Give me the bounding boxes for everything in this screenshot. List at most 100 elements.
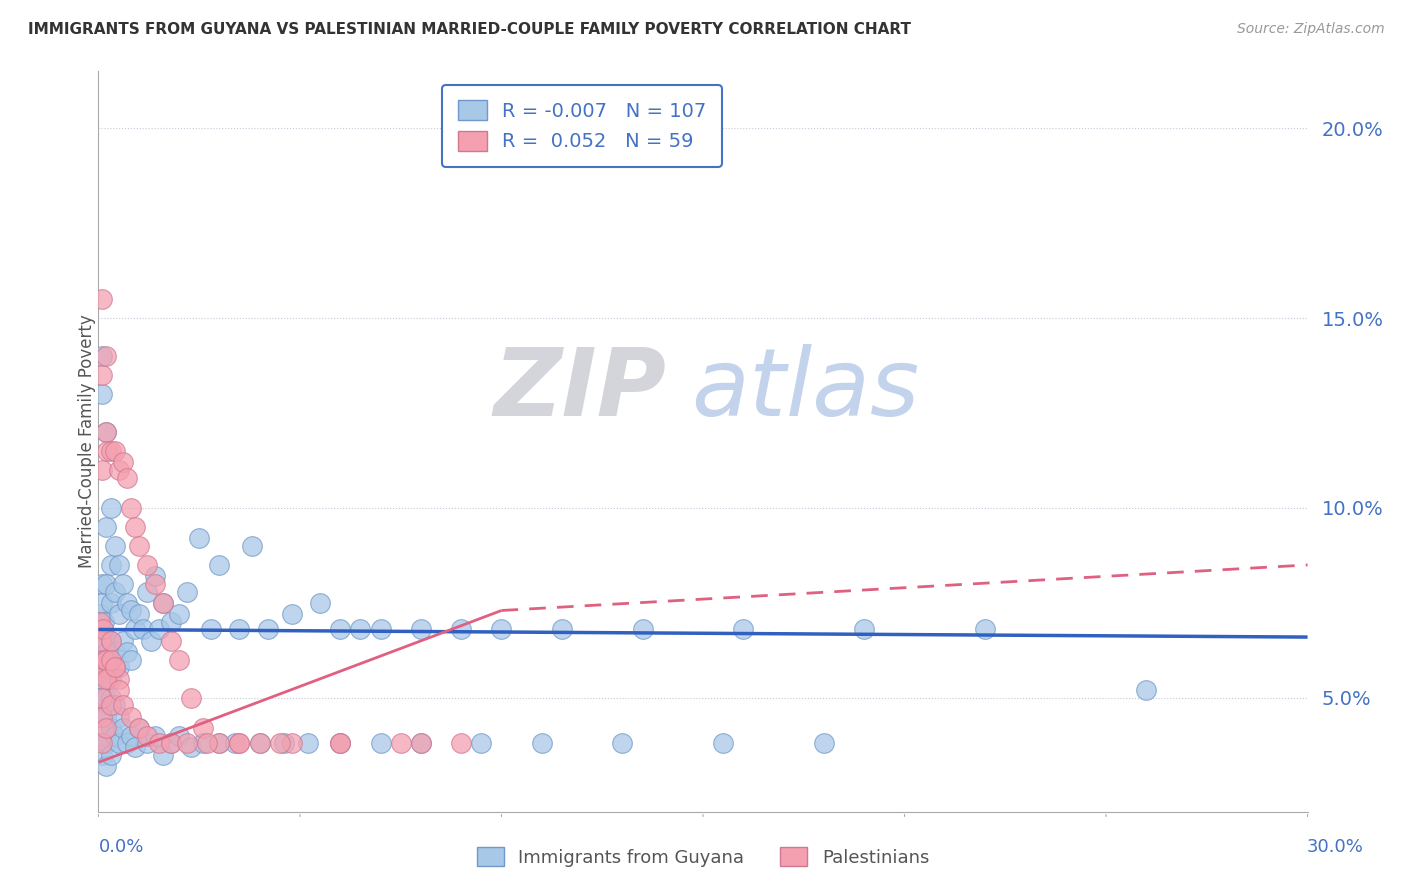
Point bbox=[120, 653, 142, 667]
Point bbox=[96, 577, 118, 591]
Text: ZIP: ZIP bbox=[494, 343, 666, 435]
Point bbox=[91, 690, 114, 705]
Point bbox=[450, 623, 472, 637]
Point bbox=[100, 558, 122, 572]
Point bbox=[100, 633, 122, 648]
Point bbox=[96, 425, 118, 439]
Point bbox=[733, 623, 755, 637]
Point bbox=[135, 558, 157, 572]
Point bbox=[370, 736, 392, 750]
Point bbox=[115, 736, 138, 750]
Text: 0.0%: 0.0% bbox=[98, 838, 143, 856]
Point bbox=[135, 729, 157, 743]
Legend: R = -0.007   N = 107, R =  0.052   N = 59: R = -0.007 N = 107, R = 0.052 N = 59 bbox=[441, 85, 723, 167]
Point bbox=[103, 729, 125, 743]
Point bbox=[91, 577, 114, 591]
Point bbox=[551, 623, 574, 637]
Point bbox=[128, 721, 150, 735]
Point bbox=[107, 558, 129, 572]
Point bbox=[111, 577, 134, 591]
Point bbox=[91, 623, 114, 637]
Point bbox=[107, 683, 129, 698]
Point bbox=[96, 653, 118, 667]
Point bbox=[91, 690, 114, 705]
Point bbox=[100, 672, 122, 686]
Point bbox=[107, 463, 129, 477]
Point bbox=[96, 425, 118, 439]
Point bbox=[631, 623, 654, 637]
Point bbox=[96, 759, 118, 773]
Point bbox=[180, 690, 202, 705]
Point bbox=[193, 736, 215, 750]
Point bbox=[111, 698, 134, 713]
Point bbox=[188, 532, 211, 546]
Point bbox=[167, 607, 190, 622]
Point bbox=[281, 736, 304, 750]
Point bbox=[208, 736, 231, 750]
Point bbox=[91, 660, 114, 674]
Point bbox=[100, 500, 122, 515]
Point bbox=[107, 660, 129, 674]
Point bbox=[93, 641, 115, 656]
Point bbox=[107, 672, 129, 686]
Point bbox=[91, 672, 114, 686]
Point bbox=[813, 736, 835, 750]
Point bbox=[91, 387, 114, 401]
Point bbox=[208, 736, 231, 750]
Point bbox=[96, 349, 118, 363]
Point bbox=[111, 455, 134, 469]
Point bbox=[249, 736, 271, 750]
Legend: Immigrants from Guyana, Palestinians: Immigrants from Guyana, Palestinians bbox=[470, 840, 936, 874]
Point bbox=[91, 292, 114, 306]
Point bbox=[91, 596, 114, 610]
Point bbox=[124, 520, 146, 534]
Point bbox=[256, 623, 278, 637]
Point bbox=[409, 736, 432, 750]
Point bbox=[90, 633, 112, 648]
Point bbox=[103, 660, 125, 674]
Point bbox=[120, 729, 142, 743]
Point bbox=[228, 736, 250, 750]
Point bbox=[409, 623, 432, 637]
Point bbox=[90, 607, 112, 622]
Point bbox=[167, 653, 190, 667]
Point bbox=[91, 736, 114, 750]
Point bbox=[249, 736, 271, 750]
Point bbox=[93, 653, 115, 667]
Point bbox=[389, 736, 412, 750]
Point bbox=[160, 633, 183, 648]
Point bbox=[96, 710, 118, 724]
Point bbox=[107, 607, 129, 622]
Point bbox=[208, 558, 231, 572]
Point bbox=[91, 710, 114, 724]
Point bbox=[329, 736, 352, 750]
Point bbox=[115, 645, 138, 659]
Text: IMMIGRANTS FROM GUYANA VS PALESTINIAN MARRIED-COUPLE FAMILY POVERTY CORRELATION : IMMIGRANTS FROM GUYANA VS PALESTINIAN MA… bbox=[28, 22, 911, 37]
Point bbox=[530, 736, 553, 750]
Point bbox=[329, 736, 352, 750]
Point bbox=[103, 584, 125, 599]
Point bbox=[409, 736, 432, 750]
Point bbox=[100, 747, 122, 762]
Point bbox=[96, 633, 118, 648]
Point bbox=[152, 747, 174, 762]
Point bbox=[90, 623, 112, 637]
Point bbox=[115, 470, 138, 484]
Point bbox=[450, 736, 472, 750]
Point bbox=[91, 349, 114, 363]
Point bbox=[1135, 683, 1157, 698]
Point bbox=[97, 660, 120, 674]
Point bbox=[128, 607, 150, 622]
Point bbox=[297, 736, 319, 750]
Point bbox=[329, 736, 352, 750]
Point bbox=[128, 539, 150, 553]
Point bbox=[96, 721, 118, 735]
Point bbox=[96, 672, 118, 686]
Point bbox=[281, 607, 304, 622]
Point bbox=[103, 539, 125, 553]
Point bbox=[120, 710, 142, 724]
Point bbox=[100, 653, 122, 667]
Point bbox=[100, 721, 122, 735]
Point bbox=[91, 747, 114, 762]
Point bbox=[91, 368, 114, 383]
